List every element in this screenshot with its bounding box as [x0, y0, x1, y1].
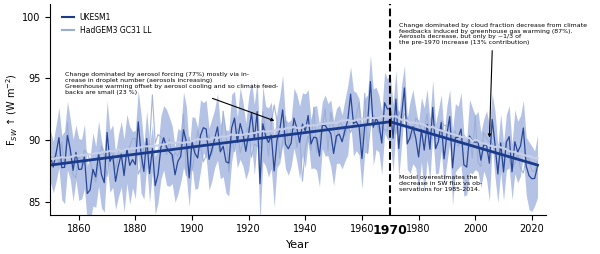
X-axis label: Year: Year	[286, 240, 310, 250]
Text: 1970: 1970	[373, 225, 407, 237]
Text: Model overestimates the
decrease in SW flux vs ob-
servations for 1985-2014.: Model overestimates the decrease in SW f…	[399, 175, 482, 192]
Text: Change dominated by aerosol forcing (77%) mostly via in-
crease in droplet numbe: Change dominated by aerosol forcing (77%…	[65, 72, 278, 121]
Text: Change dominated by cloud fraction decrease from climate
feedbacks induced by gr: Change dominated by cloud fraction decre…	[399, 23, 587, 136]
Y-axis label: F$_{SW}$ $↑$ (W m$^{-2}$): F$_{SW}$ $↑$ (W m$^{-2}$)	[4, 73, 20, 146]
Legend: UKESM1, HadGEM3 GC31 LL: UKESM1, HadGEM3 GC31 LL	[59, 10, 154, 38]
